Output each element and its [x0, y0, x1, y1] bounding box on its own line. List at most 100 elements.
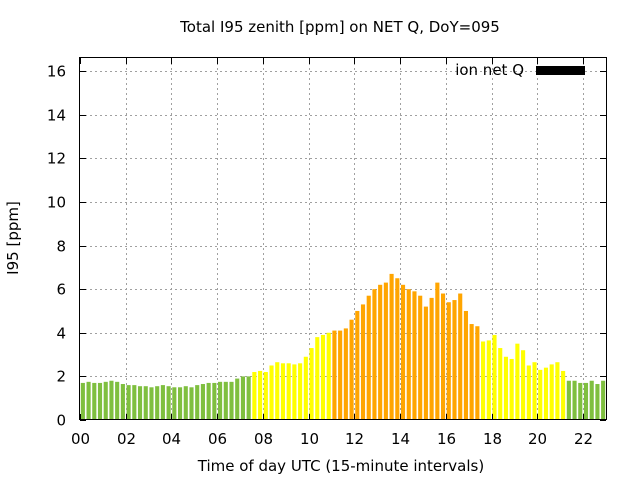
bar — [326, 332, 331, 420]
bar — [469, 324, 474, 420]
bar — [601, 380, 606, 420]
bar — [315, 337, 320, 420]
bar — [475, 326, 480, 420]
bar — [275, 362, 280, 420]
bar — [526, 365, 531, 420]
x-tick-label: 06 — [208, 430, 227, 448]
bar — [286, 363, 291, 420]
bar — [126, 385, 131, 420]
x-axis-label: Time of day UTC (15-minute intervals) — [197, 457, 484, 475]
bar — [206, 382, 211, 420]
bar — [418, 295, 423, 420]
bar — [132, 385, 137, 420]
bar — [366, 295, 371, 420]
bar — [149, 387, 154, 420]
bar — [561, 370, 566, 420]
y-tick-label: 10 — [47, 194, 66, 212]
bar — [578, 382, 583, 420]
y-tick-label: 14 — [47, 107, 66, 125]
bar — [583, 382, 589, 420]
bar — [183, 386, 188, 420]
x-tick-label: 04 — [162, 430, 181, 448]
bar — [595, 384, 600, 420]
bar — [589, 380, 594, 420]
bar — [492, 334, 497, 420]
bar — [178, 387, 183, 420]
bar — [521, 350, 526, 420]
bar — [120, 384, 125, 420]
bar — [80, 382, 85, 420]
x-tick-label: 14 — [391, 430, 410, 448]
x-tick-label: 08 — [254, 430, 273, 448]
bar — [378, 284, 383, 420]
x-tick-label: 10 — [300, 430, 319, 448]
bar — [435, 282, 440, 420]
bar — [298, 363, 303, 420]
bar — [303, 356, 308, 420]
bar — [509, 358, 514, 420]
bar — [143, 386, 148, 420]
bar — [280, 363, 286, 420]
bar — [137, 386, 143, 420]
bar — [86, 381, 91, 420]
bar — [338, 330, 343, 420]
bar — [532, 362, 537, 420]
bar — [332, 330, 337, 420]
bar — [189, 387, 194, 420]
x-tick-label: 12 — [345, 430, 364, 448]
bar — [218, 381, 223, 420]
grid — [80, 58, 606, 420]
bar — [555, 362, 560, 420]
bar — [412, 291, 417, 420]
x-tick-labels: 00 02 04 06 08 10 12 14 16 18 20 22 — [71, 430, 593, 448]
bar — [452, 300, 457, 420]
bar — [481, 341, 486, 420]
y-axis-label: I95 [ppm] — [4, 201, 22, 275]
bar — [246, 376, 251, 420]
plot-frame — [79, 57, 607, 420]
bar — [343, 328, 348, 420]
legend: ion net Q — [455, 61, 585, 79]
bar — [429, 297, 434, 420]
bar — [212, 382, 217, 420]
bar — [240, 376, 246, 420]
bar — [292, 364, 297, 420]
bar — [269, 365, 274, 420]
bar — [400, 284, 406, 420]
bar — [258, 370, 263, 420]
bar — [195, 385, 200, 420]
chart-title: Total I95 zenith [ppm] on NET Q, DoY=095 — [179, 18, 500, 36]
bar — [458, 293, 463, 420]
bar — [355, 310, 360, 420]
bar — [423, 306, 428, 420]
y-tick-label: 12 — [47, 150, 66, 168]
bar — [229, 381, 234, 420]
axis-ticks — [80, 58, 606, 421]
bar — [498, 348, 503, 420]
x-tick-label: 22 — [574, 430, 593, 448]
bar — [446, 302, 451, 420]
bar — [538, 369, 543, 420]
y-tick-label: 8 — [56, 238, 66, 256]
bar — [572, 380, 577, 420]
bar — [503, 356, 509, 420]
bar — [92, 382, 97, 420]
bar — [235, 378, 240, 420]
bar — [389, 273, 394, 420]
bar — [109, 380, 114, 420]
bar — [463, 310, 468, 420]
bar — [406, 289, 411, 420]
x-tick-label: 18 — [483, 430, 502, 448]
bar — [360, 304, 366, 420]
bar — [252, 372, 257, 420]
y-tick-labels: 0 2 4 6 8 10 12 14 16 — [47, 63, 66, 430]
bar — [515, 343, 520, 420]
bar — [395, 278, 400, 420]
bar — [166, 386, 171, 420]
bar — [200, 384, 205, 420]
bar — [566, 380, 571, 420]
bar — [549, 364, 554, 420]
bar — [441, 293, 446, 420]
bar — [172, 387, 177, 420]
bar — [155, 386, 160, 420]
